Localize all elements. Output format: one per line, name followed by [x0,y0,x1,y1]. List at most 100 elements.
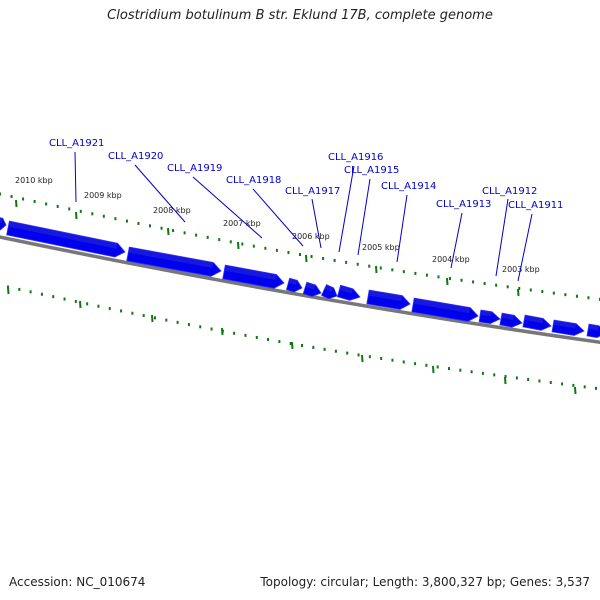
minor-tick [323,347,326,351]
gene-label[interactable]: CLL_A1911 [508,200,563,211]
gene-arrow-shade [8,221,118,249]
gene-feature[interactable] [320,284,338,300]
minor-tick [402,270,405,274]
gene-leader-line [396,194,408,263]
major-tick [291,341,294,350]
minor-tick [425,363,428,367]
major-tick [361,354,364,363]
gene-feature[interactable] [522,314,552,331]
minor-tick [18,287,21,291]
gene-feature[interactable] [6,220,126,258]
minor-tick [310,255,313,259]
gene-arrow-shade [305,282,316,290]
minor-tick [52,295,55,299]
minor-tick [472,280,475,284]
gene-arrow-shade [588,324,599,331]
gene-feature[interactable] [411,297,479,322]
gene-arrow-shade [553,320,577,329]
gene-feature[interactable] [499,312,523,328]
minor-tick [206,235,209,239]
minor-tick [40,292,43,296]
minor-tick [587,296,590,300]
gene-leader-line [517,213,533,282]
gene-label[interactable]: CLL_A1914 [381,181,436,192]
minor-tick [108,307,111,311]
minor-tick [529,288,532,292]
gene-arrow-shade [524,315,544,324]
gene-label[interactable]: CLL_A1918 [226,175,281,186]
major-tick [574,386,577,395]
minor-tick [322,256,325,260]
major-tick [151,314,154,323]
minor-tick [357,353,360,357]
minor-tick [275,248,278,252]
gene-feature[interactable] [285,277,303,293]
gene-label[interactable]: CLL_A1921 [49,138,104,149]
gene-feature[interactable] [366,289,411,310]
minor-tick [402,360,405,364]
gene-arrow-shade [501,313,515,321]
accession-text: Accession: NC_010674 [9,575,146,589]
minor-tick [149,224,151,228]
gene-label[interactable]: CLL_A1912 [482,186,537,197]
gene-label[interactable]: CLL_A1917 [285,186,340,197]
gene-feature[interactable] [586,323,600,339]
minor-tick [131,311,134,315]
minor-tick [187,323,190,327]
minor-tick [541,290,544,294]
minor-tick [515,376,518,380]
minor-tick [29,290,32,294]
minor-tick [97,304,100,308]
kbp-scale: 2010 kbp 2009 kbp 2008 kbp 2007 kbp 2006 kbp… [15,176,540,274]
minor-tick [125,219,128,223]
major-tick [237,241,240,250]
minor-tick [10,194,13,198]
minor-tick [561,382,564,386]
minor-tick [506,285,509,289]
minor-tick [481,371,484,375]
gene-feature[interactable] [302,281,322,297]
minor-tick [504,374,507,378]
minor-tick [583,385,586,389]
minor-tick [252,244,255,248]
minor-tick [345,260,348,264]
minor-tick [233,331,236,335]
minor-tick [137,221,140,225]
gene-leader-line [450,212,463,269]
outer-tick-track [0,192,600,301]
gene-label[interactable]: CLL_A1913 [436,199,491,210]
gene-arrow-shade [368,290,403,302]
gene-label[interactable]: CLL_A1915 [344,165,399,176]
minor-tick [241,242,244,246]
gene-leader-line [252,188,304,247]
major-tick [432,365,435,374]
minor-tick [518,286,521,290]
minor-tick [267,338,270,342]
minor-tick [380,356,383,360]
major-tick [15,199,18,208]
gene-feature[interactable] [0,217,7,231]
gene-feature[interactable] [551,319,585,336]
minor-tick [172,229,175,233]
gene-feature[interactable] [336,284,361,301]
minor-tick [527,377,530,381]
major-tick [79,300,82,309]
genome-backbone [0,235,600,345]
minor-tick [264,246,267,250]
minor-tick [63,297,66,301]
gene-leader-line [338,165,355,253]
gene-label[interactable]: CLL_A1916 [328,152,383,163]
gene-feature[interactable] [126,246,222,277]
minor-tick [114,217,117,221]
gene-label[interactable]: CLL_A1919 [167,163,222,174]
gene-feature[interactable] [222,264,285,289]
minor-tick [74,299,77,303]
gene-arrow-shade [413,298,471,314]
minor-tick [229,240,232,244]
gene-label-layer: CLL_A1921 CLL_A1920 CLL_A1919 CLL_A1918 CLL_… [49,138,563,282]
gene-feature[interactable] [478,309,501,325]
minor-tick [414,362,417,366]
major-tick [375,265,378,274]
minor-tick [448,367,450,371]
gene-label[interactable]: CLL_A1920 [108,151,163,162]
